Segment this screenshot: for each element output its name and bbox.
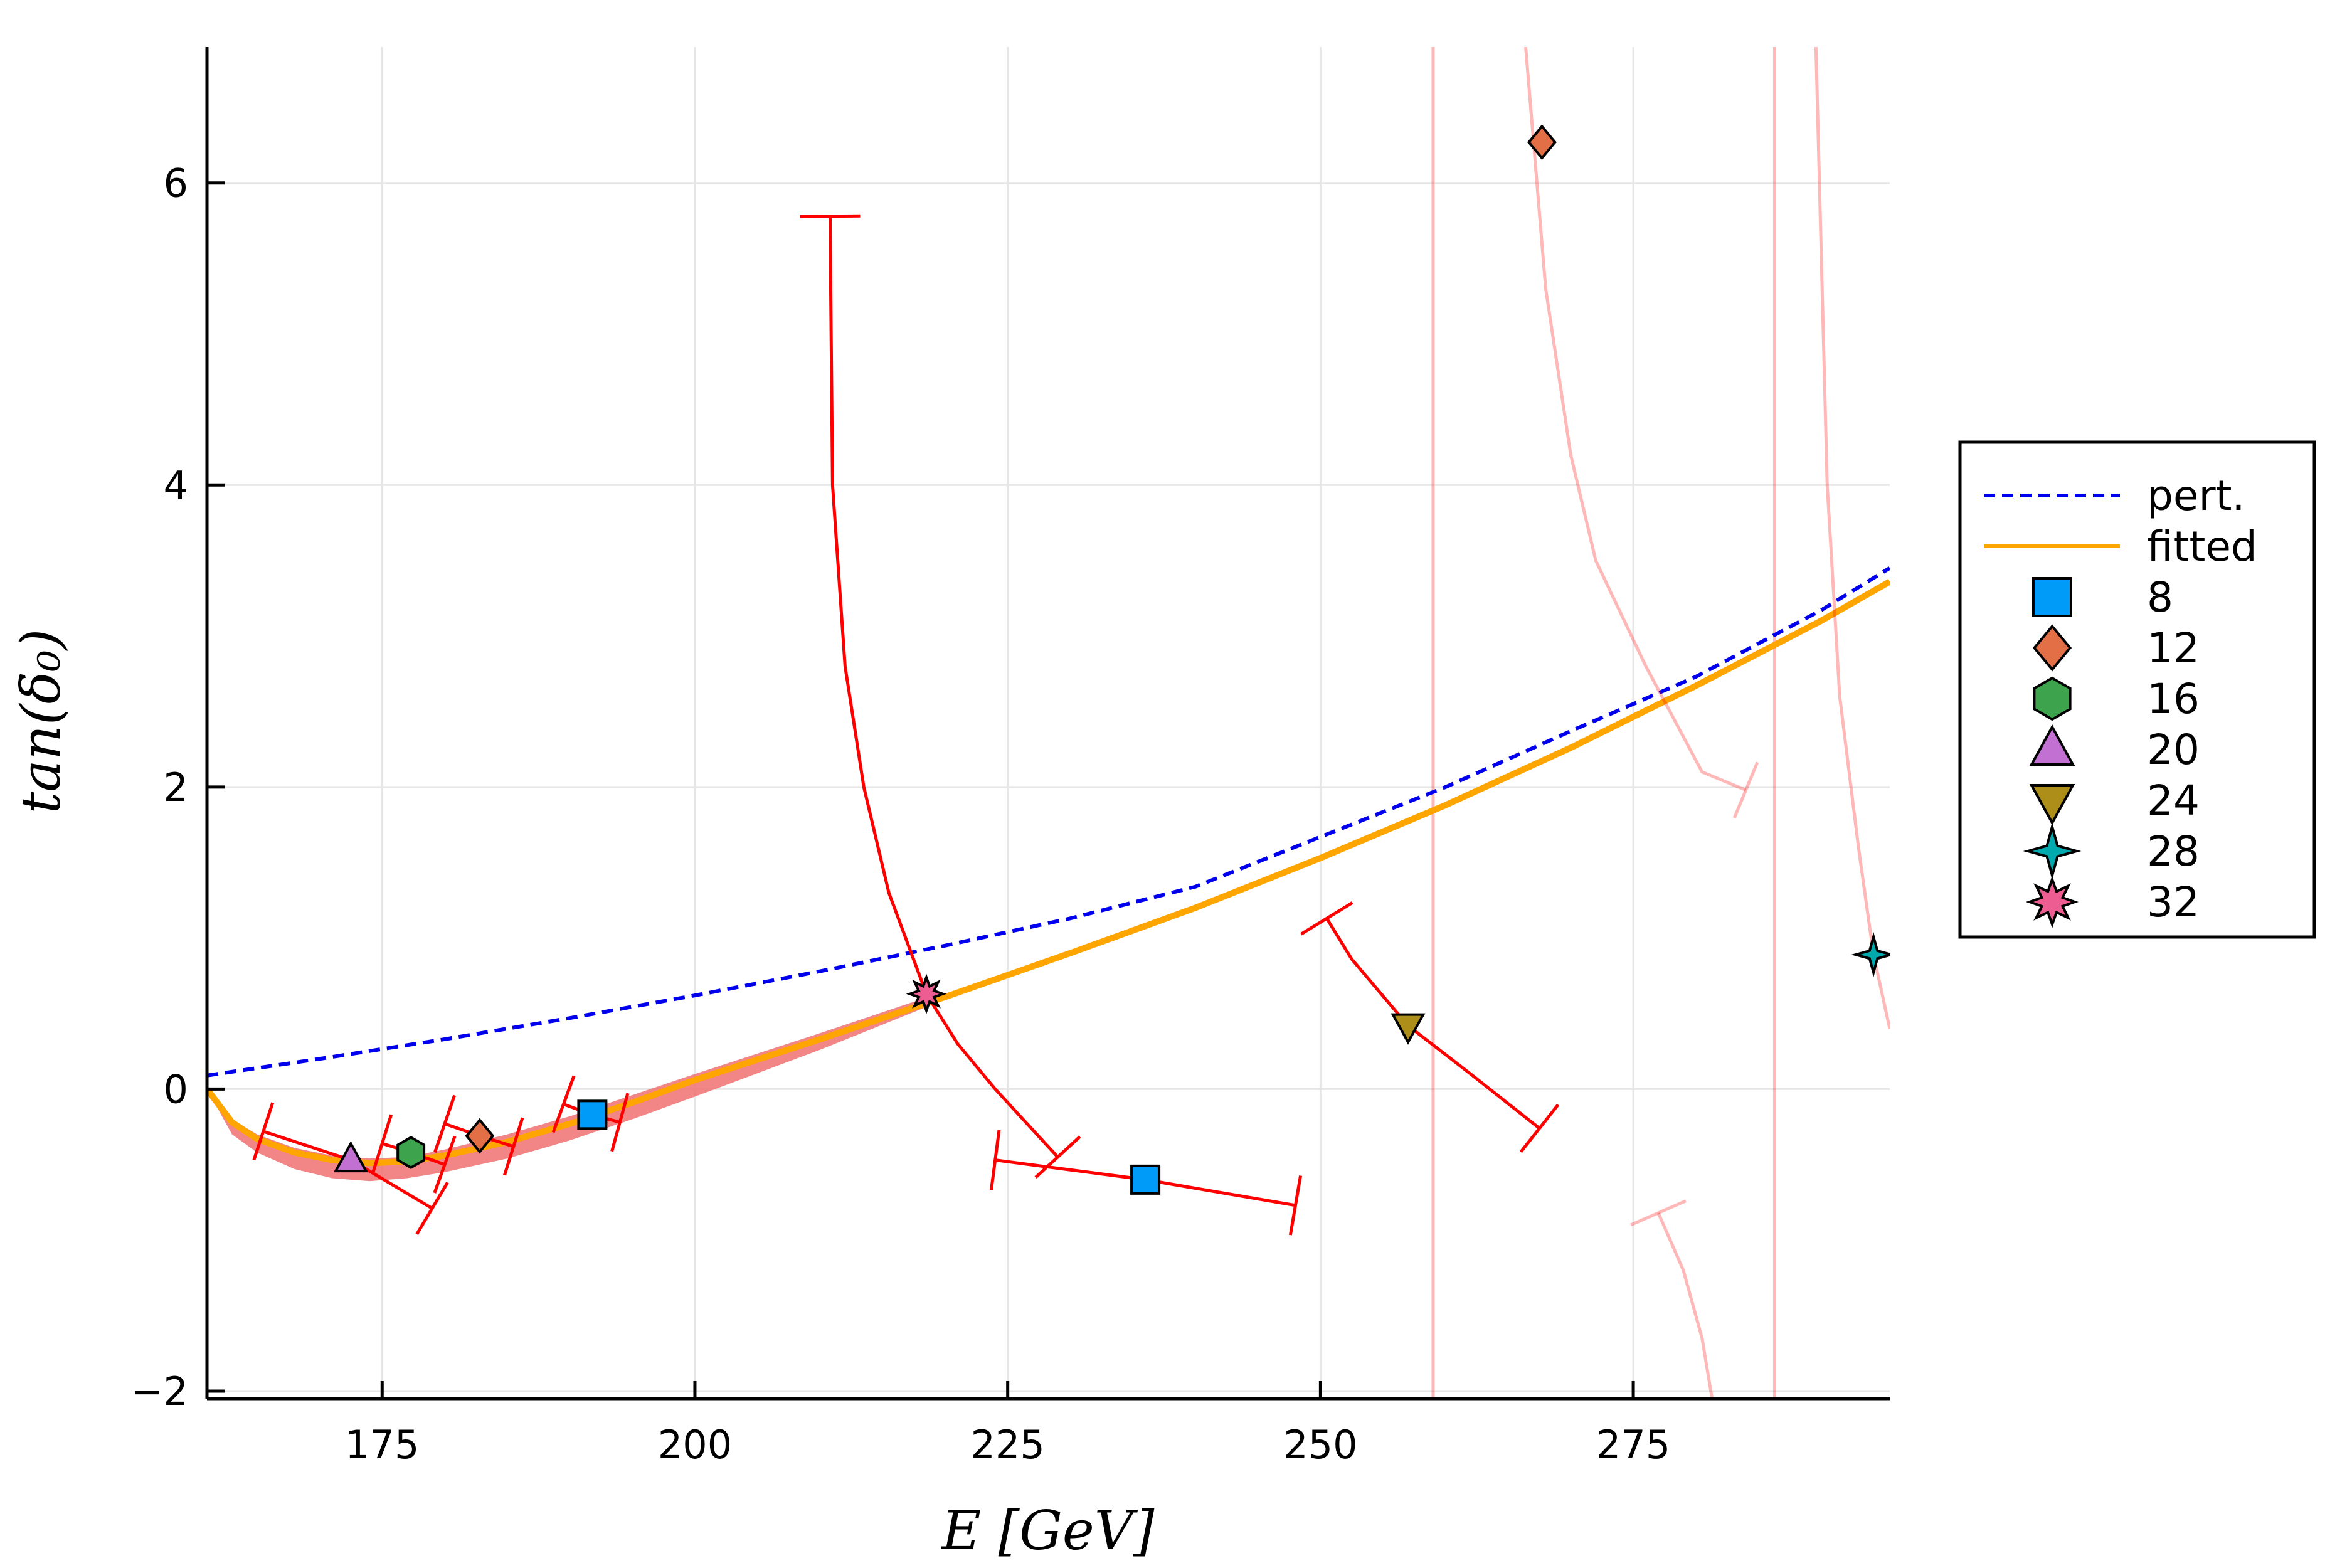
data-markers xyxy=(333,124,1890,1195)
marker-series-20 xyxy=(333,1141,368,1173)
y-tick-label: −2 xyxy=(131,1369,188,1414)
legend-marker-24 xyxy=(2029,784,2075,826)
marker-series-32 xyxy=(906,973,947,1015)
error-cap xyxy=(415,1182,449,1236)
legend-label: 20 xyxy=(2147,726,2200,774)
axes xyxy=(205,47,1890,1401)
x-tick-label: 275 xyxy=(1596,1422,1670,1468)
plot-area xyxy=(207,47,1890,1399)
legend-label: fitted xyxy=(2147,522,2257,571)
error-cap xyxy=(433,1135,457,1194)
error-cap xyxy=(1519,1103,1560,1153)
error-cap xyxy=(551,1075,576,1133)
error-curve xyxy=(828,216,1059,1158)
model-lines xyxy=(207,566,1890,1167)
error-cap xyxy=(1300,901,1353,936)
x-axis-label: E [GeV] xyxy=(941,1500,1155,1562)
marker-series-12 xyxy=(465,1118,495,1154)
x-tick-label: 175 xyxy=(345,1422,419,1468)
y-tick-label: 2 xyxy=(164,765,188,810)
y-tick-label: 4 xyxy=(164,462,188,508)
marker-series-12 xyxy=(1527,124,1557,161)
marker-series-28 xyxy=(1851,932,1890,978)
legend-label: pert. xyxy=(2147,472,2245,520)
marker-series-24 xyxy=(1391,1013,1426,1045)
x-tick-label: 250 xyxy=(1283,1422,1357,1468)
error-cap xyxy=(1288,1175,1303,1236)
marker-series-8 xyxy=(1130,1164,1161,1195)
legend-label: 16 xyxy=(2147,675,2200,723)
error-cap xyxy=(433,1094,457,1153)
legend-marker-32 xyxy=(2026,876,2079,928)
marker-series-8 xyxy=(577,1099,608,1130)
legend-label: 28 xyxy=(2147,827,2200,876)
legend-marker-12 xyxy=(2032,624,2072,672)
tick-labels: 175 200 225 250 275 −2 0 2 4 6 xyxy=(131,161,1671,1468)
fitted-line xyxy=(207,579,1890,1167)
x-tick-label: 200 xyxy=(658,1422,732,1468)
legend-marker-16 xyxy=(2033,676,2072,721)
error-cap xyxy=(610,1093,630,1152)
error-cap xyxy=(990,1130,1001,1190)
legend-box xyxy=(1958,440,2316,939)
legend-label: 24 xyxy=(2147,776,2200,825)
y-axis-label: tan(δ₀) xyxy=(10,629,73,814)
error-cap xyxy=(252,1102,275,1161)
marker-series-16 xyxy=(396,1135,426,1170)
legend-marker-20 xyxy=(2029,724,2075,766)
y-tick-label: 0 xyxy=(164,1066,188,1112)
error-cap xyxy=(371,1114,393,1173)
error-cap xyxy=(1732,761,1759,818)
legend-label: 32 xyxy=(2147,878,2200,926)
error-curve xyxy=(1524,47,1747,792)
error-curve xyxy=(1656,1212,1714,1399)
y-tick-label: 6 xyxy=(164,161,188,206)
legend-label: 8 xyxy=(2147,573,2173,622)
vertical-lines xyxy=(1431,47,1776,1399)
error-cap xyxy=(1034,1135,1081,1179)
x-tick-label: 225 xyxy=(970,1422,1044,1468)
grid xyxy=(207,47,1890,1399)
legend-marker-28 xyxy=(2023,822,2082,881)
error-cap xyxy=(503,1117,524,1176)
legend-marker-8 xyxy=(2032,577,2072,617)
legend-label: 12 xyxy=(2147,624,2200,672)
pert-line xyxy=(207,566,1890,1078)
error-cap xyxy=(1629,1199,1687,1227)
error-curves xyxy=(252,47,1890,1399)
